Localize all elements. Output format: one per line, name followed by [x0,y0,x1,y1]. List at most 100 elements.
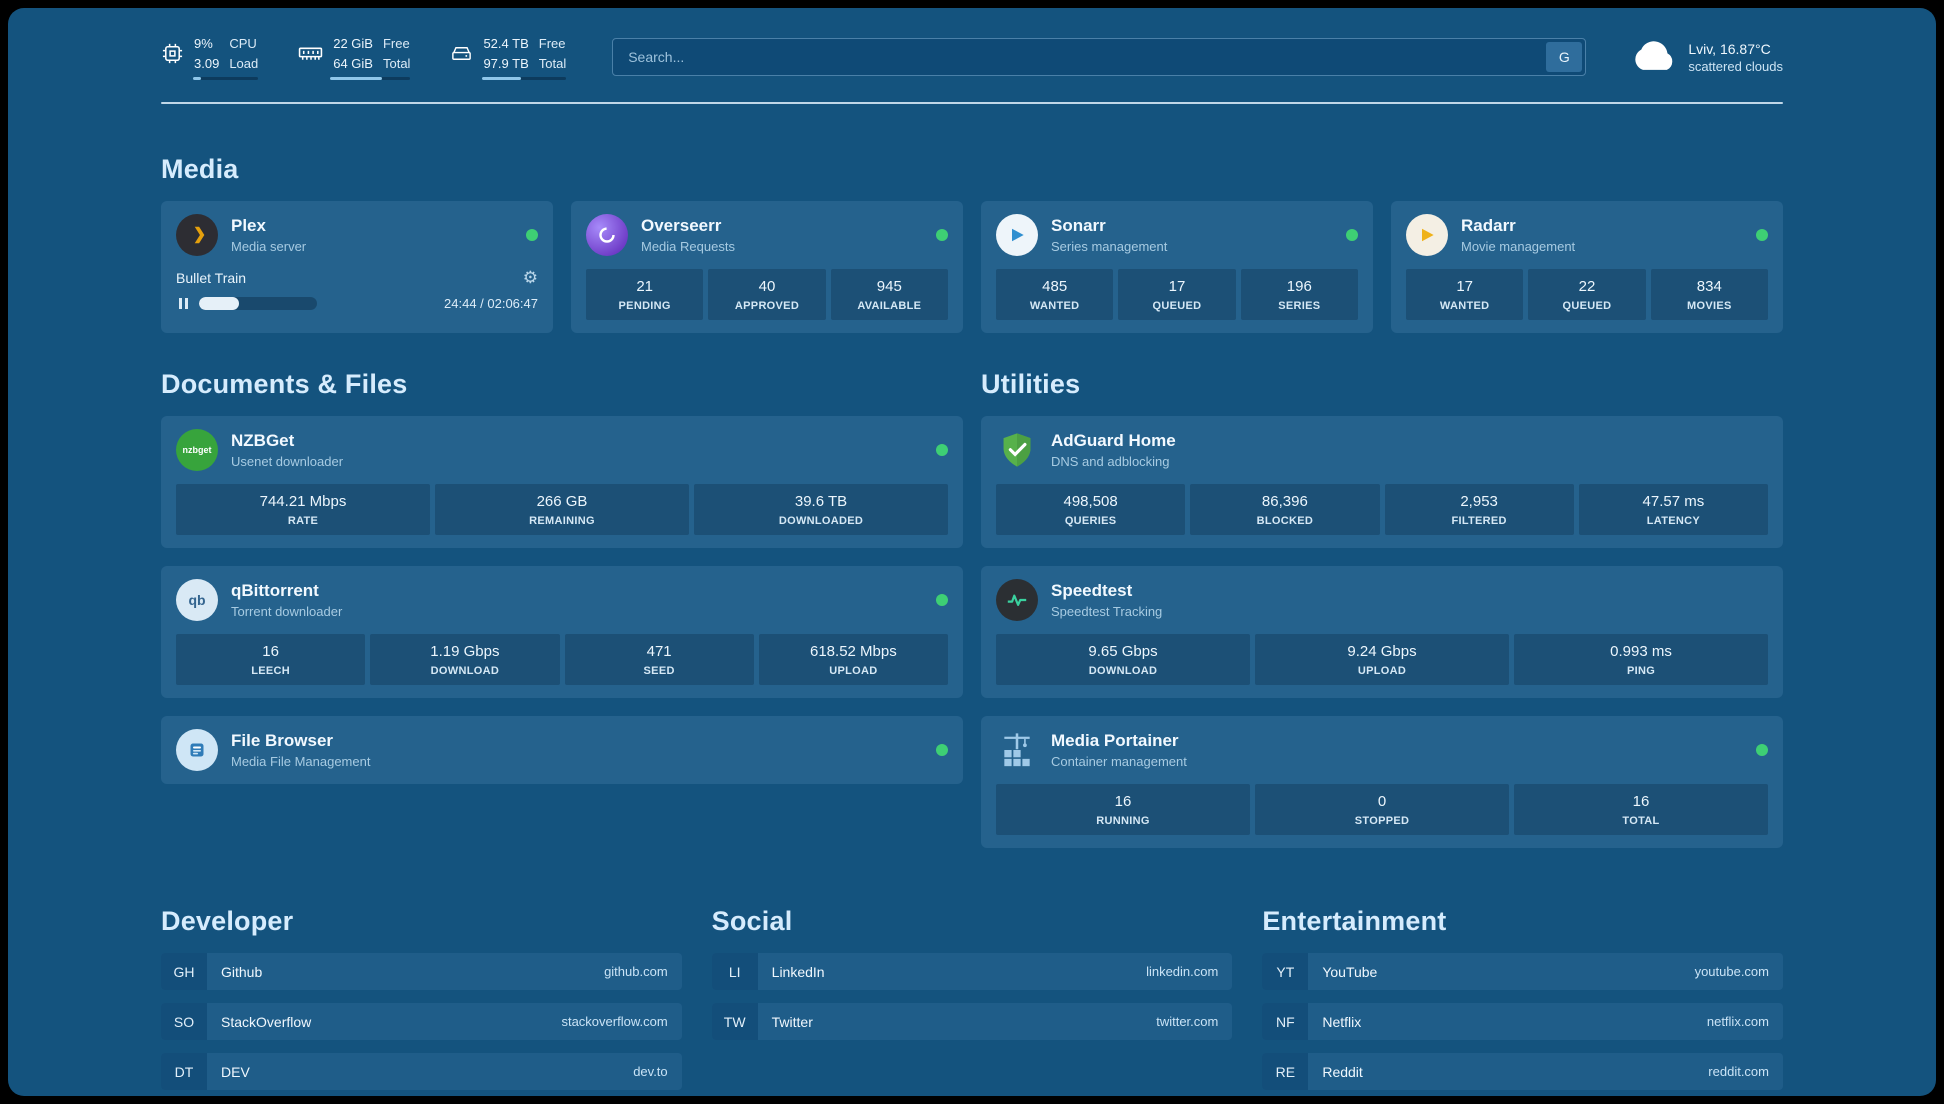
bookmark-stackoverflow[interactable]: SO StackOverflow stackoverflow.com [161,1003,682,1040]
stat-upload: 9.24 Gbps UPLOAD [1255,634,1509,685]
sonarr-card[interactable]: Sonarr Series management 485 WANTED 17 Q… [981,201,1373,333]
app-name: qBittorrent [231,581,319,600]
bookmark-abbr: NF [1262,1003,1309,1040]
sonarr-icon [996,214,1038,256]
bookmark-url: dev.to [633,1064,668,1079]
stat-total: 16 TOTAL [1514,784,1768,835]
stat-latency: 47.57 ms LATENCY [1578,484,1768,535]
cpu-usage-bar [193,77,259,80]
gear-icon[interactable]: ⚙ [522,268,538,287]
bookmark-abbr: YT [1262,953,1309,990]
overseerr-icon [586,214,628,256]
search-input[interactable] [616,49,1547,65]
bookmark-abbr: RE [1262,1053,1309,1090]
stat-remaining: 266 GB REMAINING [435,484,689,535]
stat-queries: 498,508 QUERIES [996,484,1186,535]
bookmark-url: twitter.com [1156,1014,1219,1029]
bookmark-url: netflix.com [1706,1014,1769,1029]
stat-filtered: 2,953 FILTERED [1384,484,1574,535]
playback-time: 24:44 / 02:06:47 [444,296,538,311]
status-dot [936,444,948,456]
stat-wanted: 485 WANTED [996,269,1114,320]
qbittorrent-card[interactable]: qb qBittorrent Torrent downloader 16 LEE… [161,566,963,698]
stat-leech: 16 LEECH [176,634,366,685]
stat-blocked: 86,396 BLOCKED [1190,484,1380,535]
qbittorrent-icon: qb [176,579,218,621]
bookmark-name: YouTube [1322,963,1378,980]
speedtest-card[interactable]: Speedtest Speedtest Tracking 9.65 Gbps D… [981,566,1783,698]
app-name: Plex [231,216,266,235]
top-bar: 9% 3.09 CPU Load [161,34,1783,80]
bookmark-reddit[interactable]: RE Reddit reddit.com [1262,1053,1783,1090]
bookmark-linkedin[interactable]: LI LinkedIn linkedin.com [711,953,1233,990]
filebrowser-card[interactable]: File Browser Media File Management [161,716,963,784]
radarr-icon [1406,214,1448,256]
app-name: AdGuard Home [1051,431,1176,450]
speedtest-icon [996,579,1038,621]
stat-series: 196 SERIES [1240,269,1358,320]
nzbget-icon: nzbget [176,429,218,471]
status-dot [1756,744,1768,756]
bookmark-dev[interactable]: DT DEV dev.to [161,1053,682,1090]
app-subtitle: Series management [1051,239,1168,254]
entertainment-bookmarks: Entertainment YT YouTube youtube.com NF … [1262,906,1783,1096]
weather-location: Lviv, 16.87°C [1688,40,1771,57]
cloud-icon [1632,35,1676,79]
stat-pending: 21 PENDING [586,269,704,320]
section-title-documents: Documents & Files [161,369,408,399]
stat-rate: 744.21 Mbps RATE [176,484,430,535]
stat-upload: 618.52 Mbps UPLOAD [758,634,948,685]
search-engine-button[interactable]: G [1546,42,1583,72]
bookmark-name: Netflix [1322,1013,1362,1030]
disk-icon [450,42,473,65]
section-title-social: Social [711,906,793,936]
adguard-icon [996,429,1038,471]
disk-labels: Free Total [538,36,567,71]
weather-widget: Lviv, 16.87°C scattered clouds [1632,35,1783,79]
search-bar[interactable]: G [612,38,1587,76]
bookmark-url: youtube.com [1694,964,1769,979]
bookmark-netflix[interactable]: NF Netflix netflix.com [1262,1003,1783,1040]
developer-bookmarks: Developer GH Github github.com SO StackO… [161,906,682,1096]
bookmark-abbr: SO [161,1003,207,1040]
bookmark-abbr: TW [711,1003,758,1040]
app-subtitle: Container management [1051,754,1187,769]
stat-seed: 471 SEED [564,634,754,685]
app-subtitle: Movie management [1461,239,1576,254]
bookmark-name: Reddit [1322,1063,1363,1080]
pause-button[interactable] [176,296,191,311]
bookmark-twitter[interactable]: TW Twitter twitter.com [711,1003,1233,1040]
stat-queued: 17 QUEUED [1118,269,1236,320]
nzbget-card[interactable]: nzbget NZBGet Usenet downloader 744.21 M… [161,416,963,548]
stat-approved: 40 APPROVED [708,269,826,320]
playback-progress-bar[interactable] [199,297,317,310]
radarr-card[interactable]: Radarr Movie management 17 WANTED 22 QUE… [1391,201,1783,333]
section-title-media: Media [161,154,239,184]
app-subtitle: Usenet downloader [231,454,344,469]
overseerr-card[interactable]: Overseerr Media Requests 21 PENDING 40 A… [571,201,963,333]
system-monitors: 9% 3.09 CPU Load [161,34,567,80]
app-name: Radarr [1461,216,1516,235]
bookmark-name: StackOverflow [221,1013,312,1030]
app-name: NZBGet [231,431,295,450]
bookmark-name: LinkedIn [771,963,825,980]
app-name: Sonarr [1051,216,1106,235]
cpu-icon [161,42,184,65]
bookmark-youtube[interactable]: YT YouTube youtube.com [1262,953,1783,990]
documents-section: Documents & Files nzbget NZBGet Usenet d… [161,369,963,848]
section-title-utilities: Utilities [981,369,1081,399]
bookmark-github[interactable]: GH Github github.com [161,953,682,990]
memory-labels: Free Total [382,36,411,71]
memory-monitor: 22 GiB 64 GiB Free Total [298,34,411,80]
bookmark-name: Github [221,963,263,980]
plex-card[interactable]: Plex Media server Bullet Train ⚙ 24:44 /… [161,201,553,333]
portainer-icon [996,729,1038,771]
disk-values: 52.4 TB 97.9 TB [483,36,529,71]
section-title-developer: Developer [161,906,294,936]
adguard-card[interactable]: AdGuard Home DNS and adblocking 498,508 … [981,416,1783,548]
stat-wanted: 17 WANTED [1406,269,1524,320]
bookmark-abbr: LI [711,953,758,990]
stat-download: 1.19 Gbps DOWNLOAD [370,634,560,685]
portainer-card[interactable]: Media Portainer Container management 16 … [981,716,1783,848]
section-title-entertainment: Entertainment [1262,906,1447,936]
